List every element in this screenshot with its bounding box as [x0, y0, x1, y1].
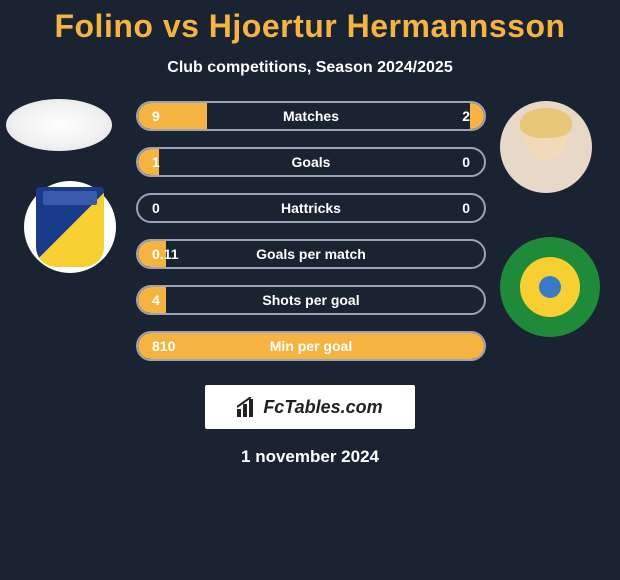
- club-right-badge: [500, 237, 600, 337]
- brand-badge: FcTables.com: [205, 385, 415, 429]
- stat-row: 0.11Goals per match: [136, 239, 486, 269]
- stat-row: 4Shots per goal: [136, 285, 486, 315]
- stat-label: Min per goal: [138, 338, 484, 354]
- stat-label: Matches: [138, 108, 484, 124]
- stat-value-right: 2: [462, 108, 470, 124]
- player-left-photo: [6, 99, 112, 151]
- shield-icon: [36, 187, 104, 267]
- stat-label: Hattricks: [138, 200, 484, 216]
- player-right-photo: [500, 101, 592, 193]
- stat-value-right: 0: [462, 154, 470, 170]
- page-title: Folino vs Hjoertur Hermannsson: [0, 0, 620, 45]
- stat-row: 9Matches2: [136, 101, 486, 131]
- chart-icon: [237, 397, 257, 417]
- subtitle: Club competitions, Season 2024/2025: [0, 59, 620, 77]
- stat-label: Goals: [138, 154, 484, 170]
- comparison-panel: 9Matches21Goals00Hattricks00.11Goals per…: [0, 99, 620, 379]
- brand-text: FcTables.com: [263, 397, 382, 418]
- club-left-badge: [24, 181, 116, 273]
- stat-row: 1Goals0: [136, 147, 486, 177]
- stat-value-right: 0: [462, 200, 470, 216]
- date-label: 1 november 2024: [0, 447, 620, 467]
- stat-row: 810Min per goal: [136, 331, 486, 361]
- stat-label: Shots per goal: [138, 292, 484, 308]
- stat-row: 0Hattricks0: [136, 193, 486, 223]
- stat-label: Goals per match: [138, 246, 484, 262]
- stats-list: 9Matches21Goals00Hattricks00.11Goals per…: [136, 101, 486, 377]
- flower-icon: [520, 257, 580, 317]
